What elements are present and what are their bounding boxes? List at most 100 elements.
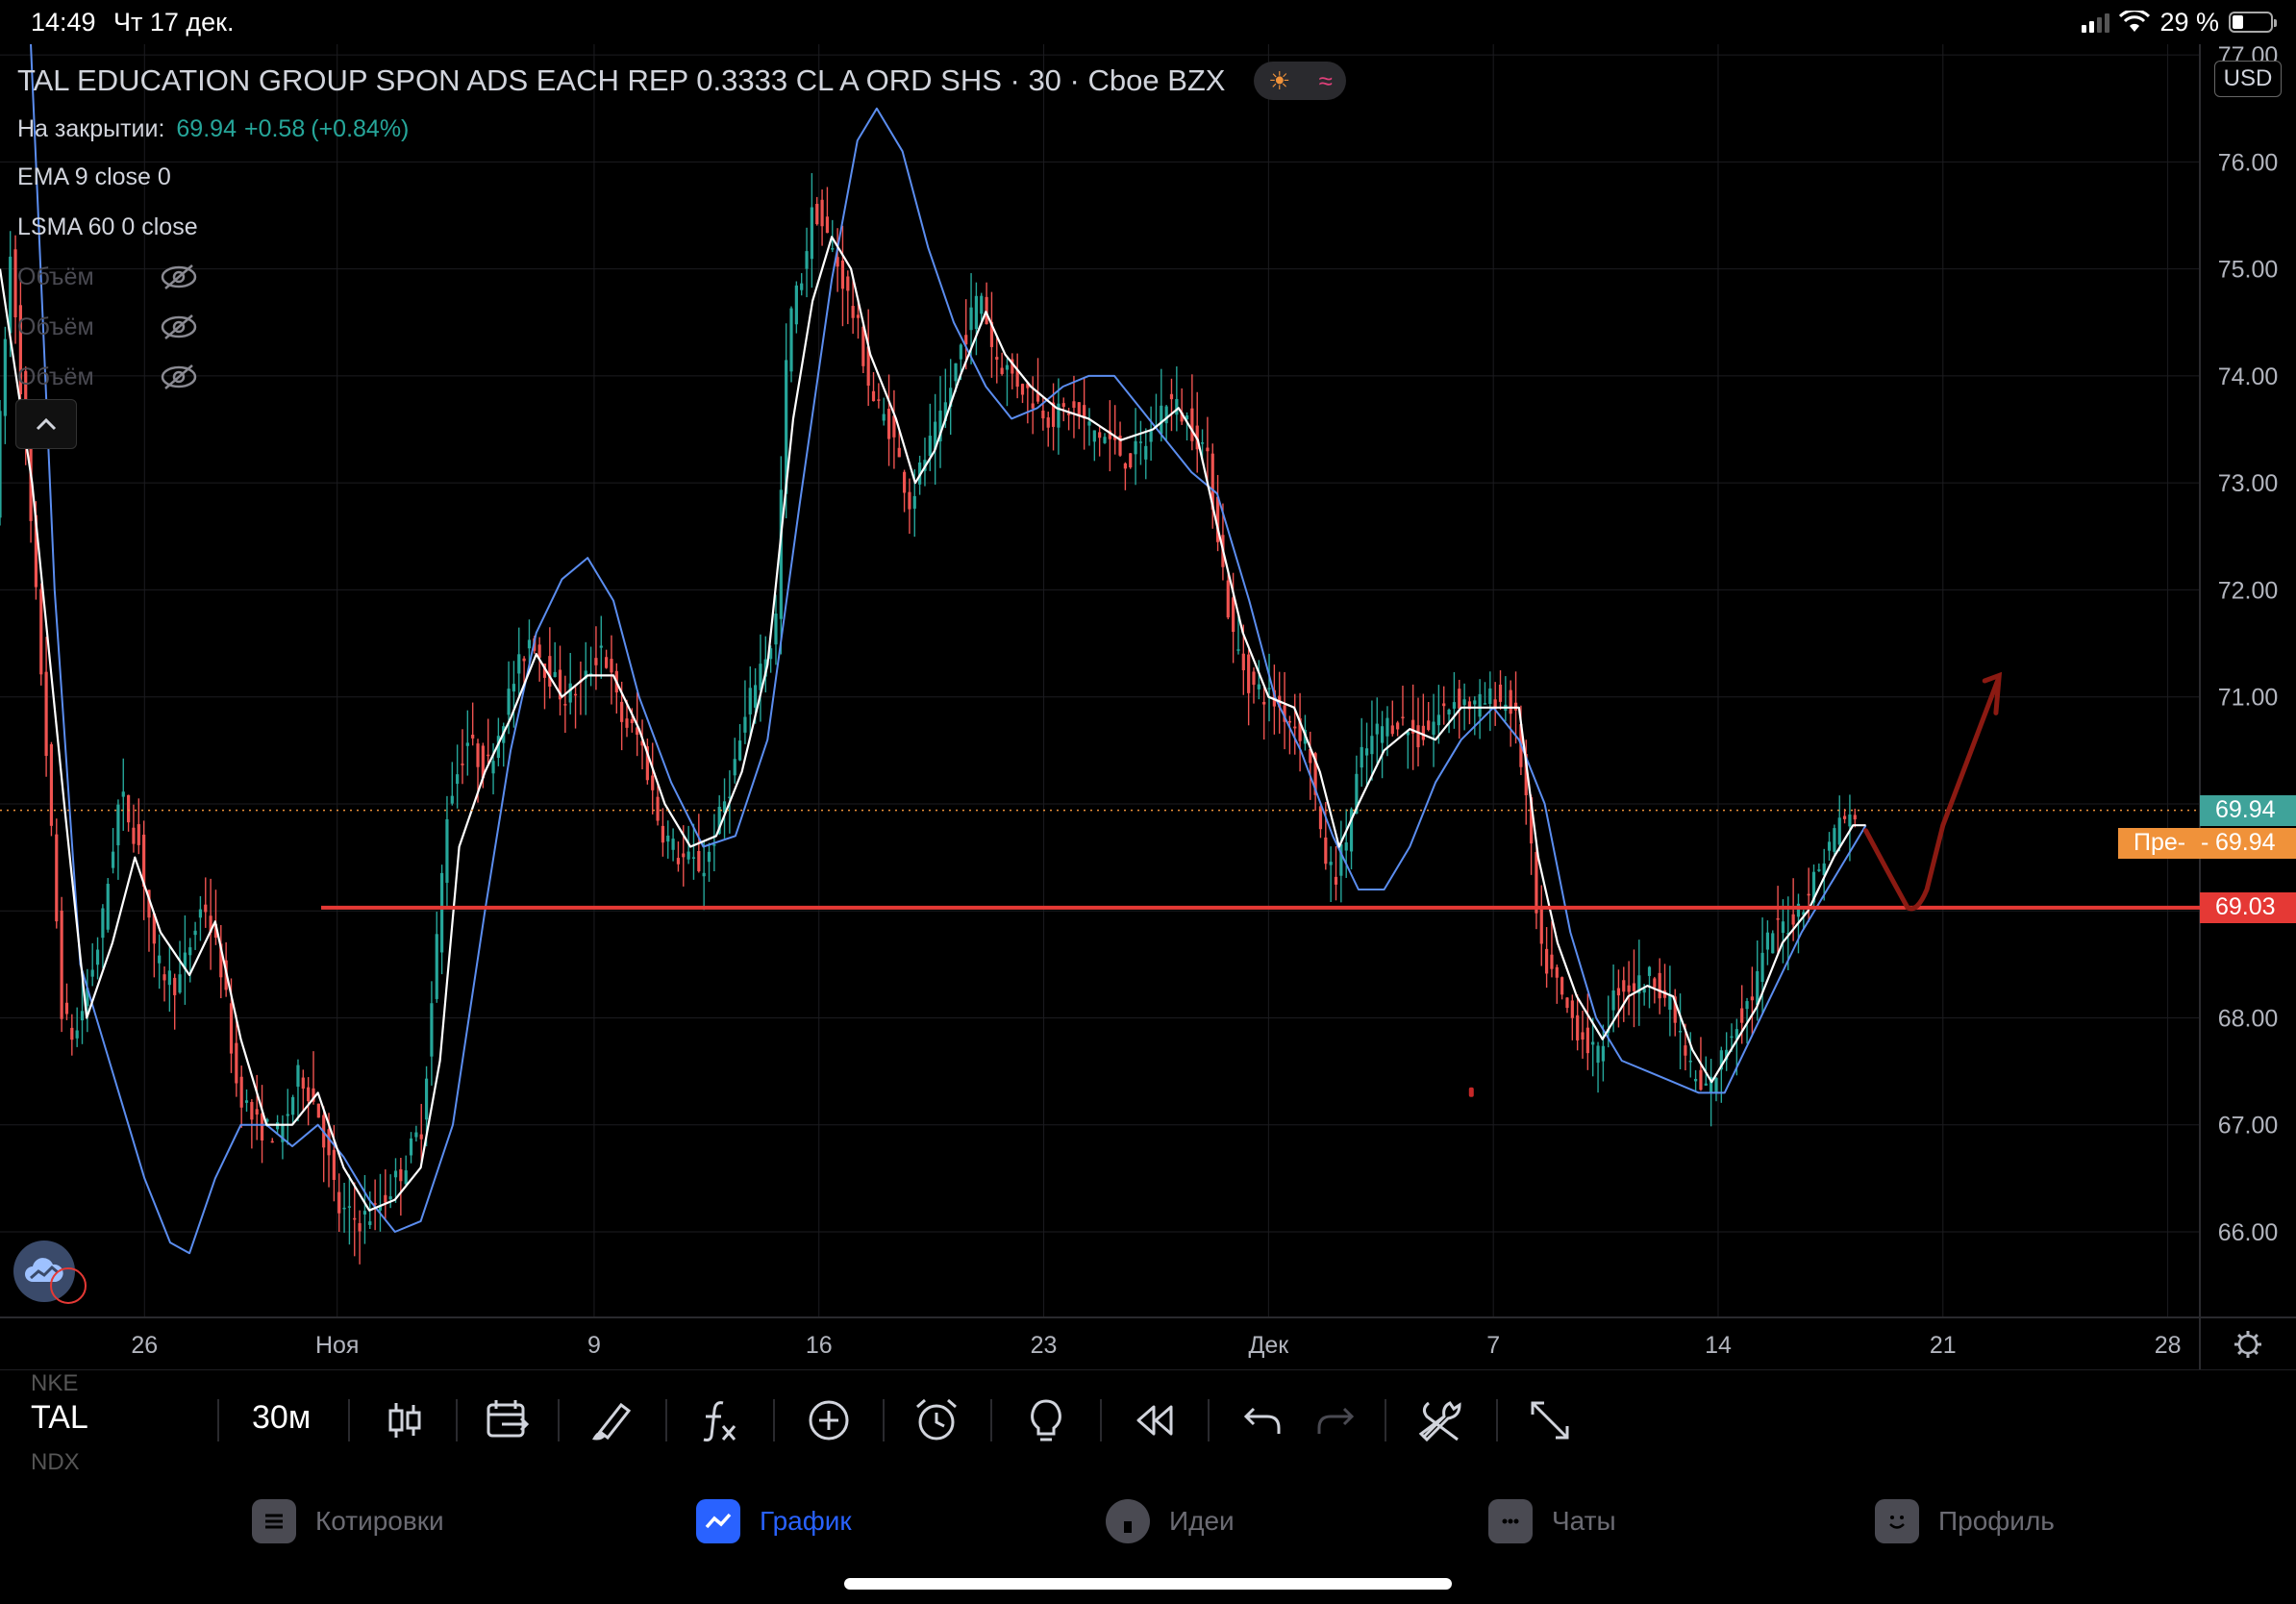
candle-body-up <box>969 307 973 331</box>
candle-body-up <box>1149 430 1153 442</box>
candle-body-down <box>1427 720 1431 731</box>
instrument-title[interactable]: TAL EDUCATION GROUP SPON ADS EACH REP 0.… <box>17 63 1226 97</box>
candle-body-up <box>1134 440 1137 455</box>
fx-indicators-icon[interactable] <box>694 1395 744 1445</box>
candle-body-down <box>846 276 850 291</box>
add-circle-icon[interactable] <box>804 1395 854 1445</box>
candle-body-up <box>1138 441 1143 443</box>
tab-ideas[interactable]: Идеи <box>1106 1494 1235 1548</box>
candle-body-down <box>487 754 490 757</box>
eye-hidden-icon[interactable] <box>160 263 198 291</box>
price-chart[interactable]: 77.0076.0075.0074.0073.0072.0071.0070.00… <box>0 44 2296 1369</box>
symbol-selector[interactable]: TAL <box>31 1399 88 1436</box>
indicator-volume-1[interactable]: Объём <box>17 258 1346 296</box>
toolbar-separator <box>1496 1399 1498 1441</box>
price-tick-label: 72.00 <box>2218 577 2279 604</box>
candle-body-up <box>1760 952 1764 982</box>
ema-label: EMA 9 close 0 <box>17 163 171 190</box>
indicator-volume-3[interactable]: Объём <box>17 358 1346 396</box>
candle-body-down <box>481 745 485 779</box>
eye-hidden-icon[interactable] <box>160 363 198 391</box>
candle-body-down <box>162 974 166 981</box>
chart-canvas[interactable]: 77.0076.0075.0074.0073.0072.0071.0070.00… <box>0 44 2296 1369</box>
time-tick-label: 28 <box>2155 1332 2182 1359</box>
brush-icon[interactable] <box>586 1395 636 1445</box>
candle-body-up <box>1786 933 1790 935</box>
candle-body-down <box>1585 1027 1589 1054</box>
candle-body-up <box>106 884 110 930</box>
candle-body-down <box>836 257 839 267</box>
currency-badge[interactable]: USD <box>2214 61 2282 97</box>
indicator-ema[interactable]: EMA 9 close 0 <box>17 158 1346 196</box>
interval-selector[interactable]: 30м <box>252 1399 312 1436</box>
prev-ticker[interactable]: NKE <box>31 1370 79 1396</box>
ema-line <box>0 236 1866 1212</box>
time-tick-label: 23 <box>1031 1332 1058 1359</box>
candle-body-up <box>496 736 500 759</box>
candle-body-down <box>897 447 901 458</box>
collapse-legend-button[interactable] <box>15 399 77 449</box>
candle-body-up <box>774 614 778 645</box>
candle-body-up <box>707 851 711 863</box>
candle-body-up <box>1710 1076 1713 1092</box>
candle-body-down <box>1740 1008 1744 1023</box>
candle-body-up <box>1364 748 1369 756</box>
candle-body-down <box>132 827 136 844</box>
candle-body-up <box>599 645 603 648</box>
candle-body-down <box>1627 985 1631 992</box>
settings-gear-tooth <box>2254 1334 2259 1339</box>
candle-body-up <box>1360 746 1363 768</box>
candle-body-down <box>1210 453 1214 511</box>
candle-body-up <box>1601 1045 1606 1062</box>
price-tick-label: 73.00 <box>2218 470 2279 497</box>
candle-body-down <box>1241 653 1245 670</box>
candle-body-down <box>902 471 907 493</box>
candles-icon[interactable] <box>379 1395 429 1445</box>
premarket-label: Пре- <box>2134 829 2186 857</box>
eye-hidden-icon[interactable] <box>160 313 198 341</box>
candle-body-down <box>127 794 131 823</box>
candle-body-up <box>183 952 187 969</box>
candle-body-down <box>316 1103 320 1118</box>
candle-body-up <box>743 716 747 733</box>
toolbar-separator <box>1100 1399 1102 1441</box>
candle-body-down <box>1421 725 1425 740</box>
candle-body-down <box>851 306 855 318</box>
settings-gear-icon[interactable] <box>2237 1334 2259 1355</box>
candle-body-up <box>1462 699 1466 706</box>
candle-body-down <box>908 491 911 510</box>
calendar-replay-icon[interactable] <box>483 1395 533 1445</box>
tab-chats[interactable]: Чаты <box>1488 1494 1616 1548</box>
indicator-volume-2[interactable]: Объём <box>17 308 1346 346</box>
candle-body-down <box>1031 403 1035 409</box>
tab-profile[interactable]: Профиль <box>1875 1494 2055 1548</box>
candle-body-down <box>1684 1045 1687 1056</box>
tab-quotes[interactable]: Котировки <box>252 1494 444 1548</box>
candle-body-up <box>101 908 105 939</box>
candle-body-down <box>1411 719 1415 734</box>
fullscreen-icon[interactable] <box>1525 1395 1575 1445</box>
undo-icon[interactable] <box>1238 1395 1288 1445</box>
lightbulb-icon[interactable] <box>1021 1395 1071 1445</box>
candle-body-up <box>1837 817 1841 845</box>
candle-body-down <box>964 335 968 345</box>
hline-price-tag[interactable]: 69.03 <box>2200 891 2296 923</box>
candle-body-up <box>748 688 752 714</box>
session-indicator[interactable]: ☀ ≈ <box>1254 62 1347 100</box>
candle-body-up <box>949 388 953 407</box>
rewind-icon[interactable] <box>1129 1395 1179 1445</box>
candle-body-down <box>1020 384 1025 395</box>
candle-body-up <box>1802 912 1806 915</box>
price-tick-label: 74.00 <box>2218 363 2279 390</box>
candle-body-up <box>1005 364 1010 370</box>
next-ticker[interactable]: NDX <box>31 1449 80 1470</box>
alarm-icon[interactable] <box>911 1395 961 1445</box>
tab-chart[interactable]: График <box>696 1494 852 1548</box>
tools-icon[interactable] <box>1415 1395 1465 1445</box>
candle-body-up <box>198 909 203 918</box>
indicator-lsma[interactable]: LSMA 60 0 close <box>17 208 1346 246</box>
toolbar-separator <box>883 1399 885 1441</box>
candle-body-down <box>34 514 38 588</box>
candle-body-down <box>1750 996 1754 1001</box>
candle-body-up <box>1473 700 1477 705</box>
